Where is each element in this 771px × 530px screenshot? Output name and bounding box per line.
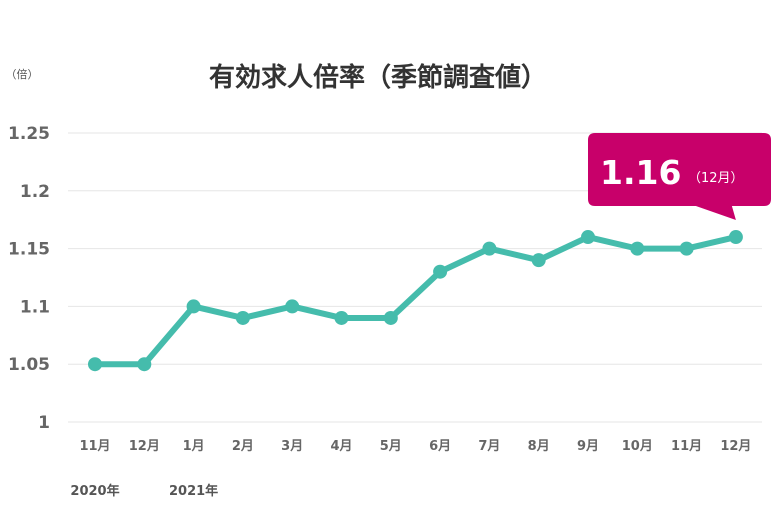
- data-point: [334, 310, 349, 325]
- data-point: [433, 264, 448, 279]
- x-tick-label: 12月: [129, 439, 160, 454]
- x-tick-label: 4月: [330, 439, 352, 454]
- data-point: [285, 299, 300, 314]
- callout-background: [588, 133, 771, 220]
- y-tick-label: 1.1: [20, 297, 50, 317]
- latest-value-callout: 1.16 （12月）: [588, 133, 771, 220]
- series-line: [92, 234, 739, 368]
- y-tick-label: 1.2: [20, 182, 50, 202]
- callout-unit: （12月）: [688, 171, 744, 186]
- x-tick-label: 9月: [577, 439, 599, 454]
- data-point: [482, 241, 497, 256]
- data-point: [581, 230, 595, 245]
- y-tick-label: 1.05: [8, 355, 50, 375]
- y-tick-label: 1.25: [8, 124, 50, 144]
- data-point: [383, 310, 398, 325]
- data-point: [88, 357, 102, 372]
- x-tick-label: 8月: [528, 439, 550, 454]
- x-tick-label: 5月: [380, 439, 402, 454]
- year-labels: 2020年 2021年: [70, 483, 218, 499]
- y-tick-label: 1.15: [8, 240, 50, 260]
- x-axis-ticks: 11月 12月 1月 2月 3月 4月 5月 6月 7月 8月 9月 10月 11月 12月: [79, 439, 751, 454]
- year-label: 2020年: [70, 483, 119, 499]
- gridlines: [68, 132, 762, 423]
- data-point: [679, 241, 694, 256]
- data-point: [728, 230, 743, 245]
- x-tick-label: 7月: [478, 439, 500, 454]
- data-point: [186, 299, 201, 314]
- y-unit-label: （倍）: [6, 67, 39, 81]
- year-label: 2021年: [169, 483, 218, 499]
- x-tick-label: 12月: [720, 439, 751, 454]
- x-tick-label: 6月: [429, 439, 451, 454]
- x-tick-label: 3月: [281, 439, 303, 454]
- x-tick-label: 11月: [671, 439, 702, 454]
- callout-value: 1.16: [600, 153, 681, 192]
- x-tick-label: 2月: [232, 439, 254, 454]
- data-point: [531, 253, 546, 268]
- data-point: [137, 357, 152, 372]
- data-point: [630, 241, 645, 256]
- data-point: [235, 310, 250, 325]
- y-tick-label: 1: [38, 413, 50, 433]
- x-tick-label: 1月: [183, 439, 205, 454]
- x-tick-label: 10月: [622, 439, 653, 454]
- x-tick-label: 11月: [79, 439, 110, 454]
- series-group: [88, 230, 743, 372]
- chart-title: 有効求人倍率（季節調査値）: [209, 62, 547, 93]
- y-axis-ticks: 1 1.05 1.1 1.15 1.2 1.25: [8, 124, 50, 433]
